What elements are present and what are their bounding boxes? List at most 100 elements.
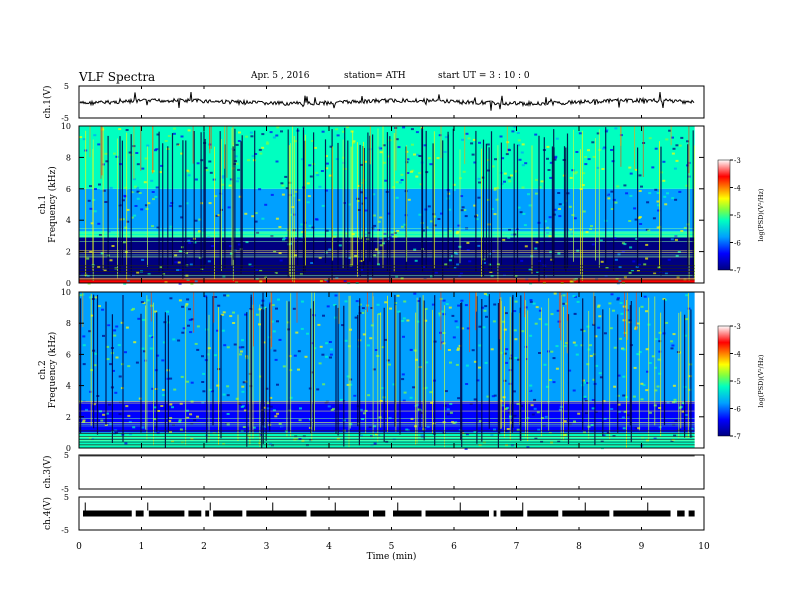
ch1-spec-noise-cell: [190, 282, 194, 285]
ch1-spec-noise-cell: [651, 166, 655, 169]
ch2-spec-noise-cell: [226, 394, 230, 397]
ch2-spec-noise-cell: [268, 300, 272, 303]
ch2-spec-noise-cell: [172, 338, 176, 341]
ch2-spec-noise-cell: [673, 398, 677, 401]
ch2-spec-noise-cell: [401, 373, 405, 376]
ch2-spec-noise-cell: [90, 369, 94, 372]
ch1-spec-noise-cell: [137, 210, 141, 213]
ch2-spec-noise-cell: [169, 430, 172, 433]
ch2-spec-noise-cell: [445, 303, 449, 306]
ch1-spec-noise-cell: [400, 225, 404, 228]
ch2-spec-noise-cell: [517, 358, 521, 361]
ch1-spec-noise-cell: [534, 247, 538, 250]
ch1-spec-noise-cell: [587, 149, 590, 152]
ch2-spec-noise-cell: [173, 388, 177, 391]
ch1-spec-noise-cell: [372, 193, 376, 196]
ch1-spec-noise-cell: [436, 157, 440, 160]
ch1-spec-noise-cell: [178, 282, 182, 285]
ch1-spec-noise-cell: [423, 144, 427, 147]
ch1-spec-noise-cell: [625, 192, 629, 195]
ch2-spec-noise-cell: [438, 329, 442, 332]
ch2-spec-noise-cell: [260, 304, 264, 307]
ch1-spec-noise-cell: [185, 264, 189, 267]
ch1-spec-noise-cell: [79, 136, 83, 139]
ch1-spec-noise-cell: [494, 158, 497, 161]
ch2-spec-noise-cell: [238, 346, 242, 349]
ch1-spec-noise-cell: [357, 184, 361, 187]
ch1-spec-noise-cell: [172, 132, 176, 135]
ch2-spec-noise-cell: [647, 378, 651, 381]
ch1-spec-noise-cell: [283, 241, 287, 244]
ch1-spec-noise-cell: [635, 265, 639, 268]
ch2-spec-noise-cell: [636, 322, 640, 325]
ch2-spec-noise-cell: [449, 361, 452, 364]
ch1-spec-noise-cell: [342, 161, 346, 164]
ch1-spec-noise-cell: [489, 264, 493, 266]
ch1-spec-noise-cell: [395, 196, 399, 199]
ch2-spec-noise-cell: [206, 353, 210, 356]
ch2-spec-ytick-3: 6: [66, 350, 71, 359]
ch1-spec-noise-cell: [571, 214, 575, 217]
ch2-spec-noise-cell: [148, 350, 152, 353]
ch2-spec-noise-cell: [276, 320, 279, 323]
ch2-spec-noise-cell: [683, 334, 687, 337]
ch1-spec-noise-cell: [481, 176, 485, 179]
ch1-spec-noise-cell: [382, 242, 385, 245]
ch1-spec-noise-cell: [329, 145, 333, 148]
ch1-spec-noise-cell: [359, 260, 363, 262]
ch2-spec-noise-cell: [327, 405, 331, 408]
ch2-spec-noise-cell: [680, 366, 684, 369]
ch2-spec-noise-cell: [613, 346, 617, 349]
ch2-spec-noise-cell: [471, 349, 475, 352]
ch1-spec-noise-cell: [470, 142, 474, 145]
ch1-spec-noise-cell: [596, 132, 600, 135]
ch2-spec-noise-cell: [271, 304, 275, 307]
ch1-spec-noise-cell: [540, 180, 544, 183]
ch2-spec-noise-cell: [451, 310, 455, 313]
ch1-spec-noise-cell: [656, 226, 660, 229]
ch2-spec-noise-cell: [88, 417, 92, 420]
ch1-spec-noise-cell: [151, 191, 155, 193]
ch1-spec-noise-cell: [290, 245, 294, 247]
ch2-spec-noise-cell: [410, 417, 414, 420]
ch1-spec-noise-cell: [477, 177, 481, 180]
ch2-spec-noise-cell: [189, 413, 193, 416]
ch2-spec-noise-cell: [594, 411, 598, 413]
ch1-spec-noise-cell: [488, 253, 492, 256]
ch2-spec-noise-cell: [591, 399, 595, 401]
ch2-spec-noise-cell: [120, 321, 124, 324]
ch2-spec-noise-cell: [533, 398, 537, 401]
ch1-spec-noise-cell: [516, 132, 520, 134]
ch2-spec-noise-cell: [325, 342, 329, 345]
ch1-spec-noise-cell: [275, 217, 279, 220]
ch1-spec-colorbar-tick-4: -7: [734, 267, 741, 275]
ch1-spec-noise-cell: [686, 135, 689, 138]
ch1-spec-noise-cell: [185, 274, 189, 277]
ch1-spec-noise-cell: [363, 252, 367, 255]
ch2-spec-noise-cell: [222, 443, 226, 445]
ch1-spec-noise-cell: [569, 280, 573, 283]
ch1-spec-noise-cell: [663, 195, 667, 198]
ch2-spec-noise-cell: [412, 386, 416, 389]
ch2-spec-noise-cell: [216, 384, 220, 387]
ch1-spec-noise-cell: [648, 207, 652, 210]
ch1-spec-noise-cell: [675, 159, 679, 162]
ch2-spec-noise-cell: [216, 329, 219, 332]
ch1-spec-noise-cell: [493, 213, 497, 216]
ch1-spec-noise-cell: [433, 224, 437, 227]
ch1-spec-noise-cell: [509, 239, 513, 242]
ch1-spec-noise-cell: [228, 217, 232, 220]
ch2-spec-noise-cell: [201, 355, 204, 358]
ch2-spec-noise-cell: [680, 302, 684, 304]
ch2-spec-noise-cell: [442, 313, 446, 316]
ch2-spec-noise-cell: [239, 350, 243, 353]
ch2-spec-noise-cell: [529, 299, 533, 302]
ch1-spec-noise-cell: [306, 182, 310, 185]
ch2-spec-noise-cell: [513, 414, 517, 417]
ch1-spec-noise-cell: [188, 241, 192, 244]
ch2-spec-noise-cell: [226, 385, 230, 388]
ch4-wave-signal-gap: [673, 510, 678, 517]
ch2-spec-noise-cell: [98, 305, 101, 308]
ch2-spec-noise-cell: [442, 342, 446, 345]
